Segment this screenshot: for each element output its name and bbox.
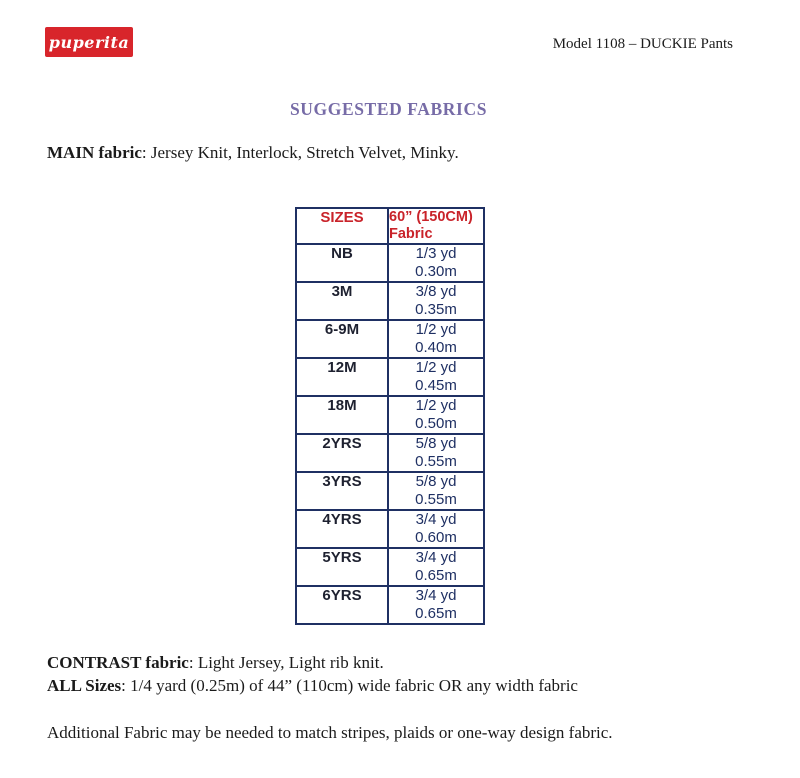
meter-value: 0.55m (415, 453, 457, 470)
table-row: 6YRS 3/4 yd 0.65m (295, 585, 485, 625)
meter-value: 0.50m (415, 415, 457, 432)
fabric-cell: 1/3 yd 0.30m (387, 243, 485, 283)
fabric-cell: 1/2 yd 0.50m (387, 395, 485, 435)
main-fabric-text: : Jersey Knit, Interlock, Stretch Velvet… (141, 143, 459, 162)
meter-value: 0.65m (415, 567, 457, 584)
table-row: 18M 1/2 yd 0.50m (295, 395, 485, 435)
meter-value: 0.45m (415, 377, 457, 394)
contrast-fabric-text: : Light Jersey, Light rib knit. (188, 653, 384, 672)
yardage-value: 5/8 yd (415, 473, 457, 490)
size-cell: 12M (295, 357, 389, 397)
main-fabric-label: MAIN fabric (47, 143, 142, 162)
fabric-cell: 3/4 yd 0.65m (387, 547, 485, 587)
table-header-row: SIZES 60” (150CM) Fabric (295, 207, 485, 245)
column-header-fabric: 60” (150CM) Fabric (387, 207, 485, 245)
yardage-value: 1/2 yd (415, 359, 457, 376)
meter-value: 0.35m (415, 301, 457, 318)
yardage-value: 3/4 yd (415, 511, 457, 528)
size-cell: 4YRS (295, 509, 389, 549)
size-cell: 3M (295, 281, 389, 321)
fabric-requirements-table: SIZES 60” (150CM) Fabric NB 1/3 yd 0.30m … (295, 207, 485, 625)
puperita-logo: puperita (45, 27, 133, 57)
column-header-fabric-line2: Fabric (389, 226, 433, 242)
table-row: 5YRS 3/4 yd 0.65m (295, 547, 485, 587)
fabric-cell: 3/8 yd 0.35m (387, 281, 485, 321)
size-cell: 5YRS (295, 547, 389, 587)
yardage-value: 1/3 yd (415, 245, 457, 262)
fabric-cell: 1/2 yd 0.45m (387, 357, 485, 397)
table-row: 4YRS 3/4 yd 0.60m (295, 509, 485, 549)
table-row: NB 1/3 yd 0.30m (295, 243, 485, 283)
table-row: 3M 3/8 yd 0.35m (295, 281, 485, 321)
fabric-cell: 5/8 yd 0.55m (387, 433, 485, 473)
yardage-value: 3/4 yd (415, 587, 457, 604)
yardage-value: 3/8 yd (415, 283, 457, 300)
table-row: 3YRS 5/8 yd 0.55m (295, 471, 485, 511)
yardage-value: 1/2 yd (415, 397, 457, 414)
model-label: Model 1108 – DUCKIE Pants (552, 36, 733, 52)
all-sizes-label: ALL Sizes (47, 676, 122, 695)
table-row: 6-9M 1/2 yd 0.40m (295, 319, 485, 359)
main-fabric-paragraph: MAIN fabric: Jersey Knit, Interlock, Str… (47, 142, 747, 164)
size-cell: 2YRS (295, 433, 389, 473)
table-row: 2YRS 5/8 yd 0.55m (295, 433, 485, 473)
size-cell: NB (295, 243, 389, 283)
logo-text: puperita (48, 32, 130, 52)
meter-value: 0.40m (415, 339, 457, 356)
yardage-value: 1/2 yd (415, 321, 457, 338)
page-title: SUGGESTED FABRICS (289, 99, 488, 119)
column-header-sizes: SIZES (295, 207, 389, 245)
column-header-fabric-line1: 60” (150CM) (389, 209, 473, 225)
meter-value: 0.60m (415, 529, 457, 546)
all-sizes-text: : 1/4 yard (0.25m) of 44” (110cm) wide f… (121, 676, 578, 695)
additional-fabric-note: Additional Fabric may be needed to match… (47, 723, 613, 742)
size-cell: 6YRS (295, 585, 389, 625)
size-cell: 6-9M (295, 319, 389, 359)
fabric-cell: 5/8 yd 0.55m (387, 471, 485, 511)
contrast-fabric-paragraph: CONTRAST fabric: Light Jersey, Light rib… (47, 652, 747, 674)
yardage-value: 5/8 yd (415, 435, 457, 452)
all-sizes-paragraph: ALL Sizes: 1/4 yard (0.25m) of 44” (110c… (47, 675, 747, 697)
size-cell: 3YRS (295, 471, 389, 511)
meter-value: 0.55m (415, 491, 457, 508)
table-row: 12M 1/2 yd 0.45m (295, 357, 485, 397)
fabric-cell: 3/4 yd 0.65m (387, 585, 485, 625)
yardage-value: 3/4 yd (415, 549, 457, 566)
size-cell: 18M (295, 395, 389, 435)
fabric-cell: 1/2 yd 0.40m (387, 319, 485, 359)
contrast-fabric-label: CONTRAST fabric (47, 653, 189, 672)
meter-value: 0.65m (415, 605, 457, 622)
fabric-cell: 3/4 yd 0.60m (387, 509, 485, 549)
meter-value: 0.30m (415, 263, 457, 280)
